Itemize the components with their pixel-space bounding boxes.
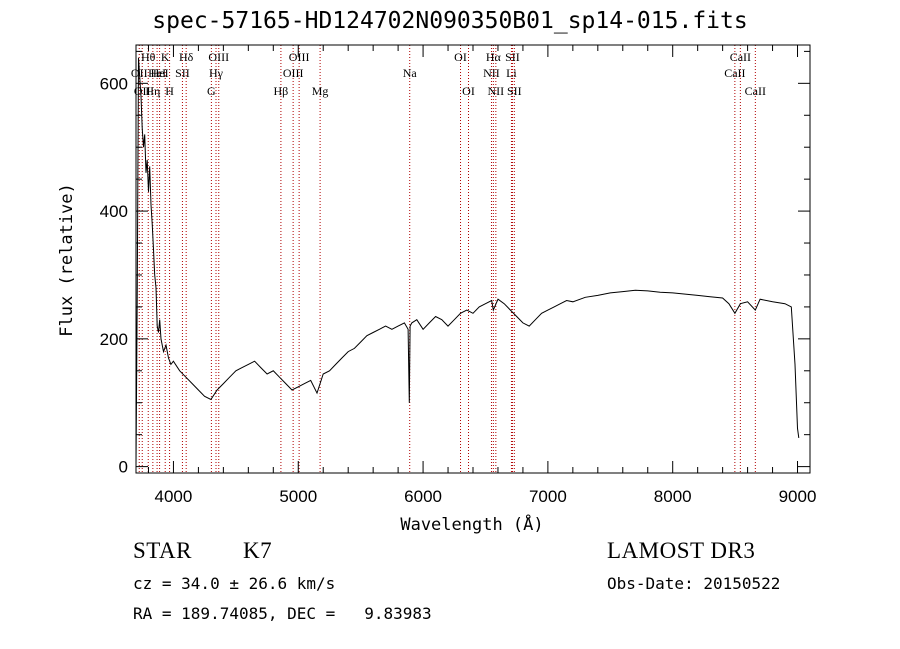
line-label-17: Na xyxy=(403,66,418,80)
line-label-27: CaII xyxy=(730,50,751,64)
line-label-20: NII xyxy=(483,66,500,80)
x-tick-label-5: 9000 xyxy=(779,487,817,506)
line-label-28: CaII xyxy=(745,84,766,98)
y-tick-label-1: 200 xyxy=(100,330,128,349)
line-label-12: OIII xyxy=(208,50,229,64)
y-tick-label-2: 400 xyxy=(100,202,128,221)
line-label-18: OI xyxy=(454,50,467,64)
y-axis-ticks: 0 200 400 600 xyxy=(100,50,810,477)
line-label-10: G xyxy=(207,84,216,98)
x-tick-label-1: 5000 xyxy=(279,487,317,506)
line-label-6: K xyxy=(161,50,170,64)
line-label-2: Hθ xyxy=(141,50,156,64)
line-label-24: SII xyxy=(505,50,520,64)
line-label-4: HeI xyxy=(148,66,166,80)
line-label-15: OIII xyxy=(289,50,310,64)
line-label-11: Hγ xyxy=(209,66,224,80)
redshift-text: cz = 34.0 ± 26.6 km/s xyxy=(133,574,336,593)
x-axis-ticks: 4000 5000 6000 7000 8000 9000 xyxy=(147,45,817,506)
chart-title: spec-57165-HD124702N090350B01_sp14-015.f… xyxy=(152,8,748,34)
line-label-14: OIII xyxy=(283,66,304,80)
spectrum-line xyxy=(135,57,800,467)
line-label-8: SII xyxy=(175,66,190,80)
line-label-22: NII xyxy=(488,84,505,98)
line-label-26: CaII xyxy=(724,66,745,80)
coordinates-text: RA = 189.74085, DEC = 9.83983 xyxy=(133,604,432,623)
line-label-23: Li xyxy=(506,66,517,80)
x-tick-label-2: 6000 xyxy=(404,487,442,506)
line-label-19: OI xyxy=(462,84,475,98)
y-tick-label-3: 600 xyxy=(100,74,128,93)
spectral-line-markers xyxy=(138,45,756,473)
x-tick-label-3: 7000 xyxy=(529,487,567,506)
line-label-16: Mg xyxy=(312,84,329,98)
object-subclass: K7 xyxy=(243,538,273,563)
line-label-7: H xyxy=(165,84,174,98)
object-class: STAR xyxy=(133,538,192,563)
plot-frame xyxy=(135,44,811,474)
y-tick-label-0: 0 xyxy=(119,458,128,477)
line-label-3: Hη xyxy=(145,84,160,98)
survey-name: LAMOST DR3 xyxy=(607,538,756,563)
obs-date-text: Obs-Date: 20150522 xyxy=(607,574,781,593)
line-label-5: HeI xyxy=(151,66,169,80)
x-tick-label-4: 8000 xyxy=(654,487,692,506)
line-label-13: Hβ xyxy=(274,84,289,98)
spectral-line-labels: OIIOIIHθHηHeIHeIKHSIIHδGHγOIIIHβOIIIOIII… xyxy=(131,50,766,98)
line-label-21: Hα xyxy=(486,50,502,64)
x-tick-label-0: 4000 xyxy=(155,487,193,506)
x-axis-label: Wavelength (Å) xyxy=(400,513,543,535)
line-label-25: SII xyxy=(507,84,522,98)
y-axis-label: Flux (relative) xyxy=(57,183,77,337)
line-label-9: Hδ xyxy=(179,50,194,64)
